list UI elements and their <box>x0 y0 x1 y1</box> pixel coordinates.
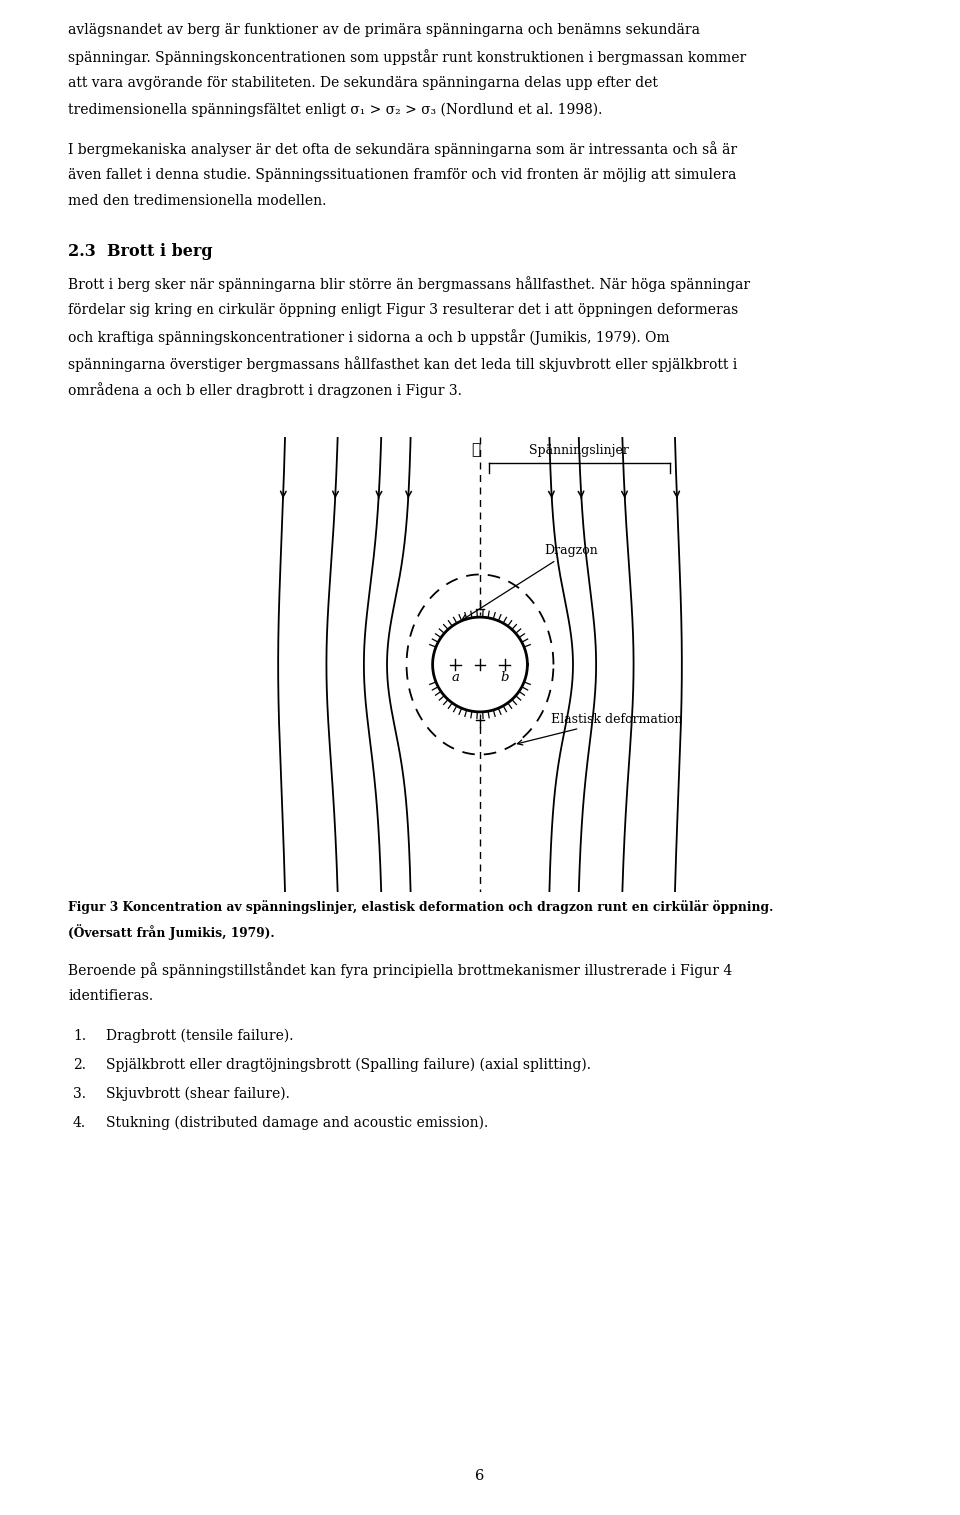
Text: (Översatt från Jumikis, 1979).: (Översatt från Jumikis, 1979). <box>68 924 275 941</box>
Text: 2.: 2. <box>73 1057 86 1073</box>
Text: Spjälkbrott eller dragtöjningsbrott (Spalling failure) (axial splitting).: Spjälkbrott eller dragtöjningsbrott (Spa… <box>106 1057 591 1073</box>
Text: 6: 6 <box>475 1470 485 1483</box>
Text: b: b <box>500 671 509 685</box>
Text: Dragzon: Dragzon <box>462 544 598 620</box>
Text: avlägsnandet av berg är funktioner av de primära spänningarna och benämns sekund: avlägsnandet av berg är funktioner av de… <box>68 23 700 36</box>
Text: identifieras.: identifieras. <box>68 988 154 1003</box>
Text: spänningar. Spänningskoncentrationen som uppstår runt konstruktionen i bergmassa: spänningar. Spänningskoncentrationen som… <box>68 50 746 65</box>
Text: Stukning (distributed damage and acoustic emission).: Stukning (distributed damage and acousti… <box>106 1117 489 1130</box>
Text: 4.: 4. <box>73 1117 86 1130</box>
Text: spänningarna överstiger bergmassans hållfasthet kan det leda till skjuvbrott ell: spänningarna överstiger bergmassans håll… <box>68 356 737 371</box>
Text: 1.: 1. <box>73 1029 86 1042</box>
Text: Skjuvbrott (shear failure).: Skjuvbrott (shear failure). <box>106 1086 290 1101</box>
Text: Elastisk deformation: Elastisk deformation <box>517 712 683 745</box>
Text: Spänningslinjer: Spänningslinjer <box>529 444 629 458</box>
Text: med den tredimensionella modellen.: med den tredimensionella modellen. <box>68 194 326 208</box>
Text: tredimensionella spänningsfältet enligt σ₁ > σ₂ > σ₃ (Nordlund et al. 1998).: tredimensionella spänningsfältet enligt … <box>68 103 602 117</box>
Text: 3.: 3. <box>73 1086 86 1101</box>
Text: Figur 3 Koncentration av spänningslinjer, elastisk deformation och dragzon runt : Figur 3 Koncentration av spänningslinjer… <box>68 900 774 914</box>
Text: och kraftiga spänningskoncentrationer i sidorna a och b uppstår (Jumikis, 1979).: och kraftiga spänningskoncentrationer i … <box>68 329 670 345</box>
Text: områdena a och b eller dragbrott i dragzonen i Figur 3.: områdena a och b eller dragbrott i dragz… <box>68 382 462 398</box>
Text: att vara avgörande för stabiliteten. De sekundära spänningarna delas upp efter d: att vara avgörande för stabiliteten. De … <box>68 76 658 89</box>
Text: Brott i berg sker när spänningarna blir större än bergmassans hållfasthet. När h: Brott i berg sker när spänningarna blir … <box>68 277 750 292</box>
Text: ℄: ℄ <box>471 444 481 458</box>
Text: a: a <box>451 671 459 685</box>
Text: fördelar sig kring en cirkulär öppning enligt Figur 3 resulterar det i att öppni: fördelar sig kring en cirkulär öppning e… <box>68 303 738 317</box>
Text: I bergmekaniska analyser är det ofta de sekundära spänningarna som är intressant: I bergmekaniska analyser är det ofta de … <box>68 141 737 158</box>
Text: Beroende på spänningstillståndet kan fyra principiella brottmekanismer illustrer: Beroende på spänningstillståndet kan fyr… <box>68 962 732 977</box>
Text: Dragbrott (tensile failure).: Dragbrott (tensile failure). <box>106 1029 294 1044</box>
Text: även fallet i denna studie. Spänningssituationen framför och vid fronten är möjl: även fallet i denna studie. Spänningssit… <box>68 168 736 182</box>
Text: 2.3  Brott i berg: 2.3 Brott i berg <box>68 242 212 259</box>
